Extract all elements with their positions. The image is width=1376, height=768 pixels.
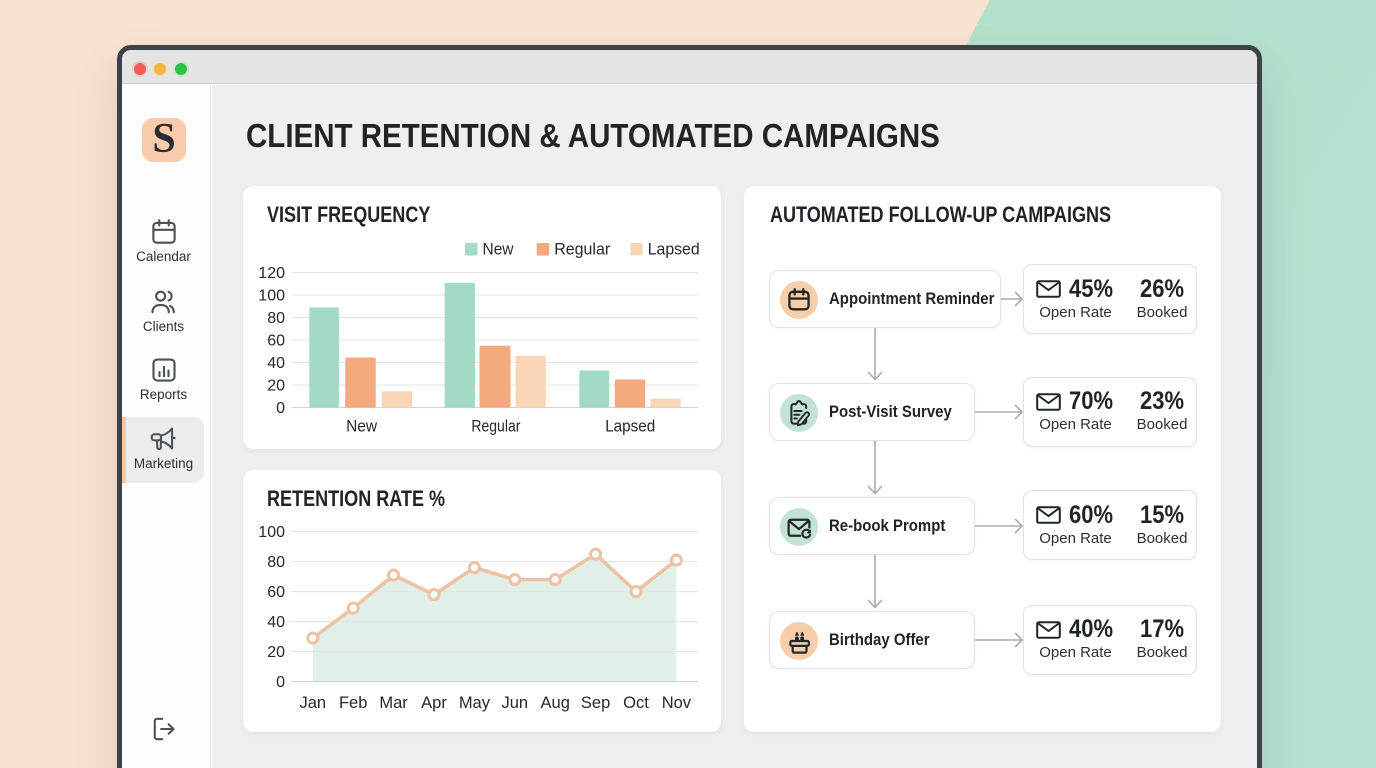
svg-text:Lapsed: Lapsed — [648, 241, 700, 259]
svg-text:100: 100 — [258, 288, 285, 305]
svg-text:120: 120 — [258, 265, 285, 282]
svg-text:Nov: Nov — [662, 694, 692, 712]
svg-text:Oct: Oct — [623, 694, 649, 712]
svg-text:New: New — [483, 241, 514, 259]
svg-text:Jan: Jan — [299, 694, 326, 712]
svg-text:Feb: Feb — [339, 694, 367, 712]
svg-text:Regular: Regular — [471, 417, 520, 436]
svg-text:Aug: Aug — [541, 694, 570, 712]
svg-text:Regular: Regular — [554, 241, 610, 259]
svg-text:New: New — [346, 417, 378, 436]
svg-text:60: 60 — [267, 333, 285, 350]
svg-text:Lapsed: Lapsed — [605, 417, 655, 436]
svg-text:May: May — [459, 694, 491, 712]
svg-text:20: 20 — [267, 644, 285, 661]
svg-text:Sep: Sep — [581, 694, 610, 712]
svg-text:40: 40 — [267, 614, 285, 631]
svg-text:0: 0 — [276, 674, 285, 691]
svg-text:60: 60 — [267, 584, 285, 601]
svg-text:100: 100 — [258, 524, 285, 541]
svg-text:40: 40 — [267, 355, 285, 372]
svg-text:Jun: Jun — [501, 694, 528, 712]
svg-text:0: 0 — [276, 400, 285, 417]
svg-text:80: 80 — [267, 554, 285, 571]
svg-text:Apr: Apr — [421, 694, 447, 712]
svg-text:Mar: Mar — [379, 694, 408, 712]
svg-text:80: 80 — [267, 310, 285, 327]
svg-text:20: 20 — [267, 378, 285, 395]
